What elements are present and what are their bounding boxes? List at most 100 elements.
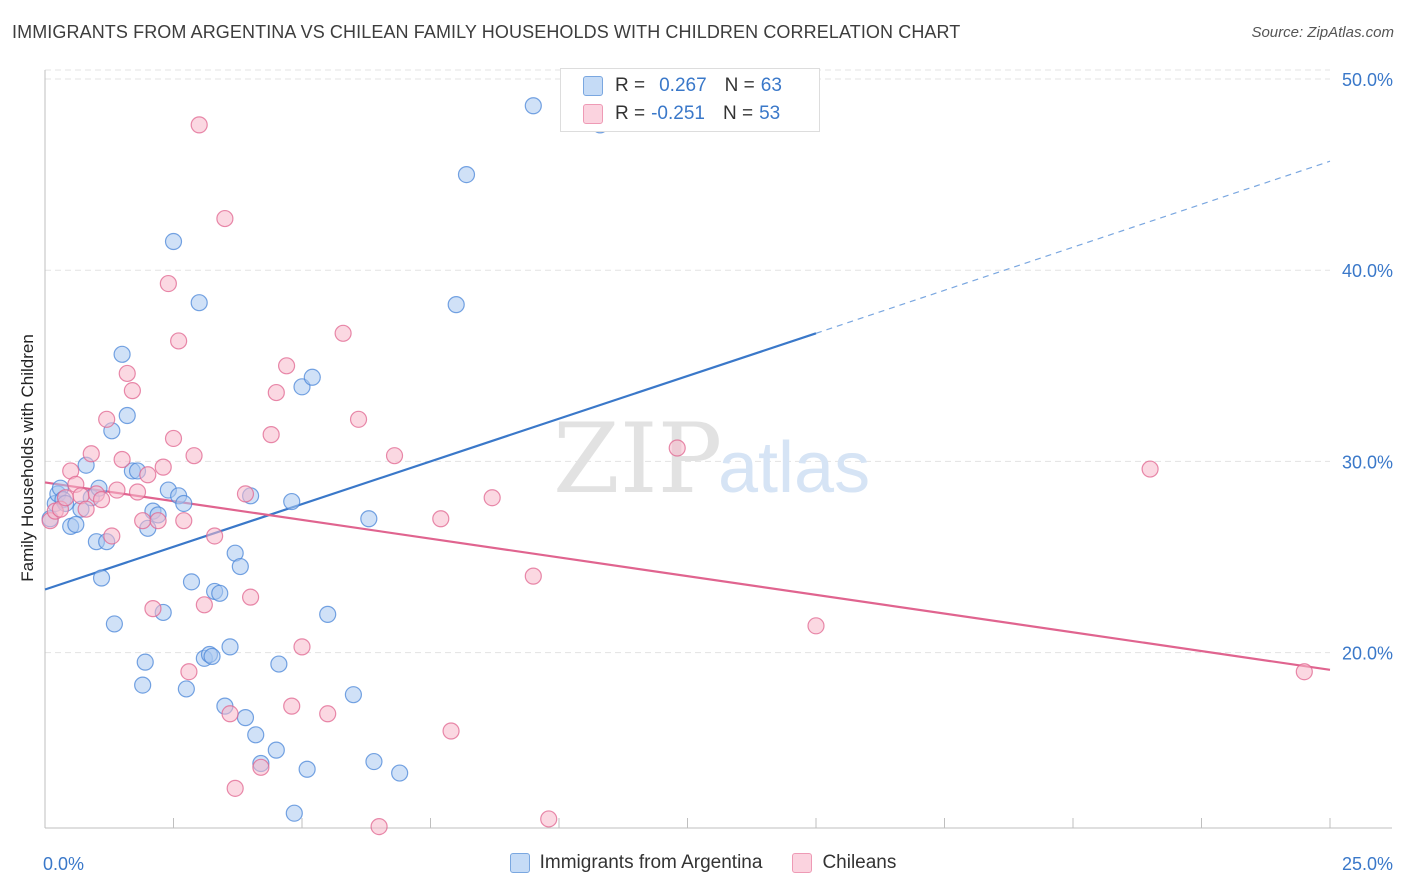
- tick-labels: 20.0% 30.0% 40.0% 50.0% 0.0% 25.0%: [43, 70, 1393, 874]
- y-axis-label: Family Households with Children: [18, 334, 37, 582]
- data-points: [41, 97, 1313, 836]
- chart-title: IMMIGRANTS FROM ARGENTINA VS CHILEAN FAM…: [12, 22, 961, 42]
- point-chileans: [98, 410, 116, 428]
- point-chileans: [442, 722, 460, 740]
- point-chileans: [668, 439, 686, 457]
- legend-row-argentina: R = 0.267 N = 63: [583, 73, 782, 99]
- y-tick-label: 30.0%: [1342, 452, 1393, 472]
- point-argentina: [211, 584, 229, 602]
- point-argentina: [319, 605, 337, 623]
- point-argentina: [283, 492, 301, 511]
- point-argentina: [231, 557, 249, 576]
- point-chileans: [154, 458, 172, 476]
- point-chileans: [432, 510, 450, 528]
- point-argentina: [457, 166, 476, 184]
- point-chileans: [185, 447, 203, 465]
- point-chileans: [483, 489, 501, 507]
- series-legend-label: Immigrants from Argentina: [539, 852, 763, 873]
- point-argentina: [190, 294, 208, 312]
- point-argentina: [236, 709, 255, 727]
- series-legend-chileans: Chileans: [792, 852, 896, 874]
- point-chileans: [175, 512, 193, 530]
- legend-row-chileans: R = -0.251 N = 53: [583, 101, 780, 127]
- legend-r-value: 0.267: [659, 75, 707, 96]
- point-argentina: [303, 368, 321, 386]
- point-argentina: [344, 686, 362, 704]
- series-legend-argentina: Immigrants from Argentina: [509, 852, 763, 874]
- point-argentina: [360, 510, 378, 528]
- point-argentina: [175, 494, 193, 513]
- point-argentina: [92, 569, 111, 587]
- trend-line-chileans: [44, 481, 1331, 671]
- point-chileans: [221, 705, 239, 723]
- point-chileans: [134, 512, 152, 530]
- point-chileans: [113, 450, 131, 469]
- x-tick-label: 25.0%: [1342, 854, 1393, 874]
- watermark-zip: ZIP: [553, 403, 722, 515]
- legend-swatch-chileans: [583, 104, 603, 124]
- point-chileans: [206, 527, 224, 545]
- legend-n-label: N =: [722, 103, 754, 124]
- chart-source: Source: ZipAtlas.com: [1251, 24, 1394, 41]
- point-argentina: [182, 573, 201, 591]
- point-argentina: [267, 741, 285, 759]
- series-swatch-chileans: [792, 853, 813, 873]
- point-argentina: [365, 752, 383, 771]
- point-chileans: [349, 410, 368, 428]
- point-chileans: [164, 429, 183, 448]
- point-chileans: [180, 663, 198, 681]
- point-chileans: [82, 445, 100, 463]
- trend-line-argentina-extension: [815, 160, 1331, 334]
- point-chileans: [319, 705, 337, 723]
- watermark-atlas: atlas: [718, 428, 870, 508]
- point-chileans: [118, 364, 136, 383]
- point-chileans: [334, 324, 352, 342]
- watermark: ZIP atlas: [553, 403, 870, 515]
- point-argentina: [67, 515, 85, 534]
- series-legend-label: Chileans: [822, 852, 897, 873]
- point-chileans: [277, 357, 296, 375]
- point-chileans: [236, 485, 255, 503]
- point-chileans: [190, 116, 208, 134]
- point-chileans: [242, 588, 260, 606]
- point-argentina: [136, 653, 154, 671]
- point-argentina: [298, 760, 316, 778]
- series-swatch-argentina: [509, 853, 530, 873]
- legend-r-label: R =: [615, 75, 646, 96]
- point-argentina: [524, 97, 542, 115]
- point-argentina: [221, 638, 239, 656]
- legend-n-value: 63: [760, 75, 782, 96]
- legend-r-value: -0.251: [651, 103, 705, 124]
- point-chileans: [524, 567, 542, 585]
- point-chileans: [540, 810, 558, 828]
- point-chileans: [216, 209, 234, 228]
- legend-r-label: R =: [615, 103, 646, 124]
- legend-n-value: 53: [759, 103, 781, 124]
- point-chileans: [139, 466, 157, 484]
- point-chileans: [226, 779, 244, 797]
- point-chileans: [103, 527, 121, 545]
- point-chileans: [283, 697, 301, 715]
- correlation-legend: R = 0.267 N = 63 R = -0.251 N = 53: [560, 68, 820, 132]
- point-chileans: [370, 817, 388, 836]
- point-argentina: [164, 232, 183, 251]
- axes: [44, 70, 1392, 829]
- point-argentina: [113, 345, 131, 363]
- point-argentina: [105, 615, 123, 633]
- point-chileans: [195, 596, 213, 614]
- point-argentina: [391, 764, 409, 782]
- point-chileans: [385, 447, 404, 465]
- point-argentina: [203, 647, 221, 666]
- point-chileans: [108, 481, 126, 499]
- trend-line-argentina: [44, 332, 817, 591]
- point-chileans: [807, 617, 825, 635]
- legend-n-label: N =: [724, 75, 755, 96]
- point-chileans: [159, 274, 177, 293]
- point-argentina: [118, 406, 136, 425]
- y-tick-label: 20.0%: [1342, 644, 1393, 664]
- legend-swatch-argentina: [583, 76, 603, 96]
- y-tick-label: 40.0%: [1342, 261, 1393, 281]
- point-chileans: [252, 758, 270, 776]
- point-chileans: [1295, 663, 1313, 681]
